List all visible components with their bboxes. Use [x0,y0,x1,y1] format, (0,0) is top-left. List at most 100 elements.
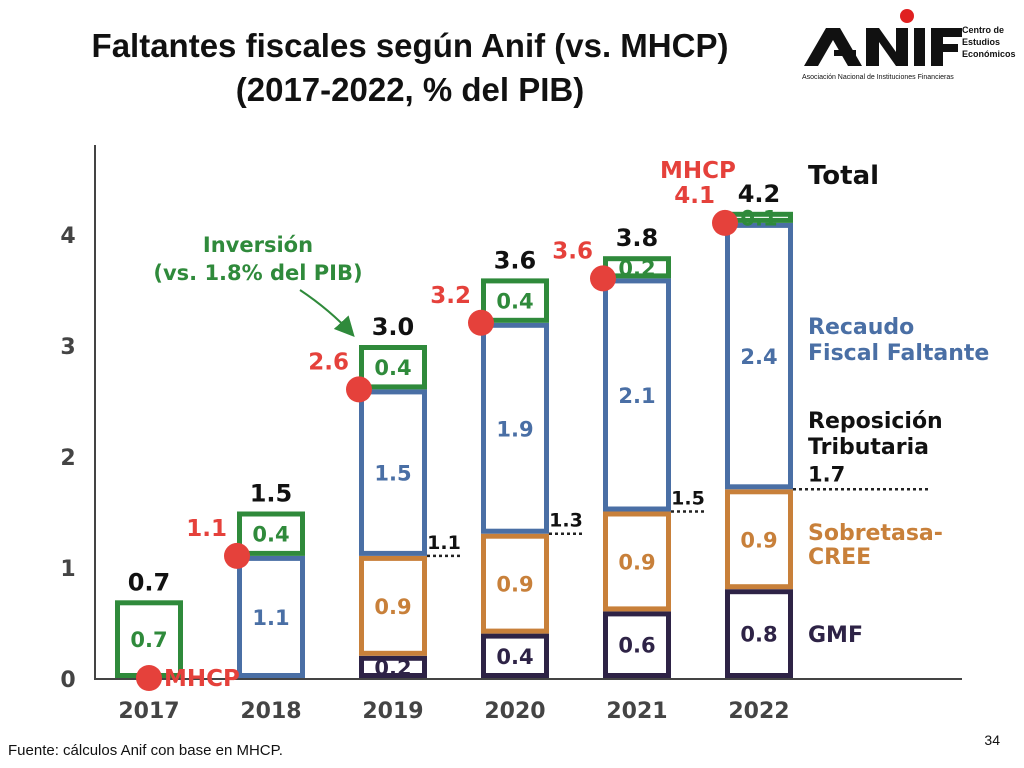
chart-bars: 0.2 0.4 0.6 0.8 0.9 0.9 0.9 0.9 1.1 1.5 1.9 2.1 2.4 0… [115,206,793,680]
bar-segment [481,322,549,534]
bar-segment [725,589,793,679]
mhcp-value-label: 1.1 [186,516,227,542]
legend-sobretasa-line-2: CREE [808,545,871,570]
bar-segment [237,555,305,679]
anif-logo: ANIF Asociación Nacional de Institucione… [800,6,1020,88]
data-label: 0.4 [252,523,289,547]
y-tick-label: 2 [60,446,75,471]
annotation-arrow [299,289,355,337]
mhcp-marker-label: MHCP [660,158,736,184]
chart-axes: 0 1 2 3 4 2017 2018 2019 2020 2021 2022 [60,145,962,724]
bar-segment [359,345,427,390]
bar-segment [359,389,427,556]
chart-overlay-marks: 0.71.53.03.63.84.21.12.63.23.64.1MHCPMHC… [128,158,930,692]
mhcp-value-label: 3.6 [552,238,593,264]
total-label: 3.0 [372,313,415,341]
mhcp-marker [468,309,494,336]
logo-side-text: Centro de Estudios Económicos [962,24,1022,60]
page-number: 34 [984,732,1000,748]
data-label: 0.1 [740,206,777,230]
reposicion-label: 1.5 [671,488,705,510]
bar-segment [481,278,549,323]
total-label: 3.6 [494,246,537,274]
mhcp-marker [712,209,738,236]
data-label: 0.9 [740,528,777,552]
data-label: 0.2 [618,256,655,280]
y-tick-label: 3 [60,335,75,360]
reposicion-label: 1.3 [549,510,583,532]
mhcp-marker [224,542,250,569]
data-label: 1.1 [252,606,289,630]
data-label: 0.9 [374,595,411,619]
bar-segment [237,511,305,556]
total-label: 1.5 [250,480,293,508]
y-tick-label: 4 [60,224,75,249]
title-line-2: (2017-2022, % del PIB) [235,71,585,108]
x-tick-label: 2020 [484,699,545,724]
reposicion-label: 1.1 [427,532,461,554]
x-tick-label: 2018 [240,699,301,724]
data-label: 0.9 [618,550,655,574]
mhcp-marker-label: MHCP [164,666,240,692]
legend-total: Total [808,161,879,191]
legend-reposicion-line-2: Tributaria [808,435,929,460]
reposicion-label: 1.7 [808,462,845,486]
logo-red-dot [900,9,914,23]
bar-segment [603,611,671,679]
source-note: Fuente: cálculos Anif con base en MHCP. [8,742,283,759]
mhcp-marker [346,376,372,403]
logo-side-line-3: Económicos [962,49,1016,59]
total-label: 3.8 [616,224,659,252]
page-title: Faltantes fiscales según Anif (vs. MHCP)… [40,24,780,112]
logo-text: ANIF [860,68,863,71]
data-label: 1.5 [374,462,411,486]
data-label: 0.7 [130,628,167,652]
y-tick-label: 0 [60,668,75,693]
bar-segment [603,511,671,612]
x-tick-label: 2019 [362,699,423,724]
data-label: 0.2 [374,656,411,680]
annotation-line-1: Inversión [203,233,313,257]
data-label: 2.4 [740,345,777,369]
mhcp-marker [136,665,162,691]
data-label: 0.9 [496,573,533,597]
data-label: 0.4 [374,356,411,380]
data-label: 2.1 [618,384,655,408]
bar-segment [725,222,793,490]
logo-caption: Asociación Nacional de Instituciones Fin… [802,74,954,81]
total-label: 4.2 [738,180,781,208]
x-tick-label: 2021 [606,699,667,724]
legend-sobretasa-line-1: Sobretasa- [808,521,943,546]
mhcp-marker [590,265,616,292]
data-label: 0.8 [740,623,777,647]
bar-segment [481,633,549,678]
data-label: 0.6 [618,634,655,658]
legend-reposicion-line-1: Reposición [808,409,943,434]
bar-segment [359,555,427,656]
legend-recaudo-line-2: Fiscal Faltante [808,341,989,366]
title-line-1: Faltantes fiscales según Anif (vs. MHCP) [91,27,729,64]
data-label: 1.9 [496,417,533,441]
annotation-line-2: (vs. 1.8% del PIB) [153,261,362,285]
bar-segment [481,533,549,634]
mhcp-value-label: 2.6 [308,349,349,375]
data-label: 0.4 [496,290,533,314]
y-tick-label: 1 [60,557,75,582]
mhcp-value-label: 4.1 [674,183,715,209]
bar-segment [603,278,671,512]
data-label: 0.4 [496,645,533,669]
anif-logo-mark: ANIF [804,9,962,71]
x-tick-label: 2017 [118,699,179,724]
legend-gmf: GMF [808,623,863,648]
total-label: 0.7 [128,568,171,596]
logo-side-line-1: Centro de [962,25,1005,35]
mhcp-value-label: 3.2 [430,283,471,309]
bar-segment [725,489,793,590]
logo-side-line-2: Estudios [962,37,1001,47]
bar-segment [359,655,427,678]
legend-recaudo-line-1: Recaudo [808,315,914,340]
logo-letter-a-shape [804,28,862,66]
x-tick-label: 2022 [728,699,789,724]
